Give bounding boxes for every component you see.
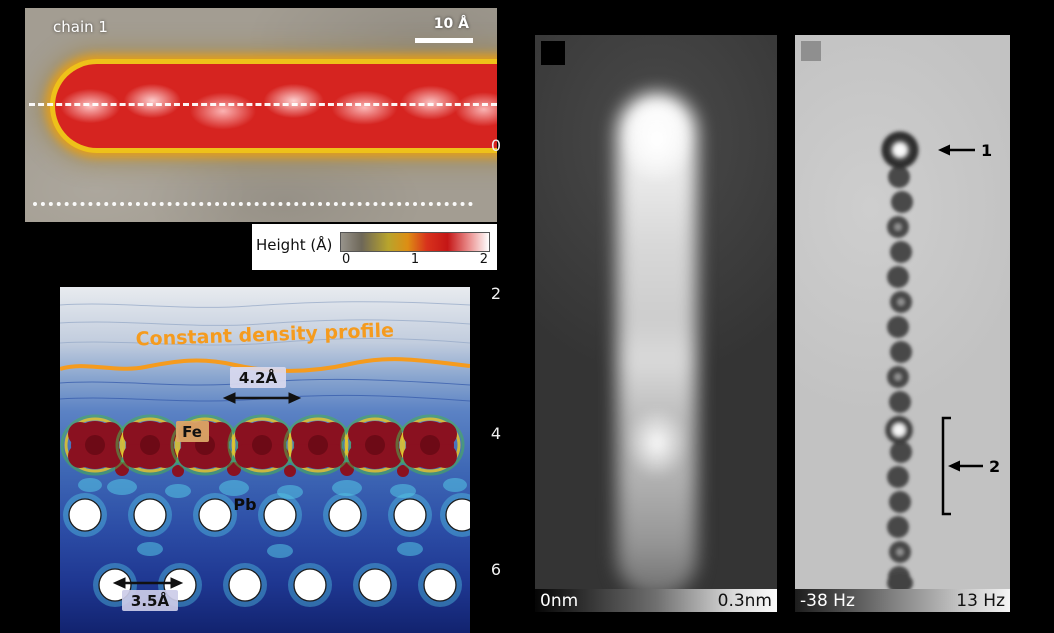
reference-dotted-line <box>33 202 473 206</box>
axis-tick-6: 6 <box>490 560 502 579</box>
arrow-left-icon <box>948 460 960 472</box>
chain-label: chain 1 <box>53 18 108 36</box>
density-contour-panel: Constant density profile <box>60 287 470 633</box>
height-scale-strip: 0nm 0.3nm <box>535 589 777 612</box>
colorbar-label: Height (Å) <box>256 236 333 254</box>
panel-corner-marker <box>541 41 565 65</box>
chain-beads <box>880 130 920 589</box>
scalebar-label: 10 Å <box>433 16 469 32</box>
top-distance-label-bg <box>230 367 286 388</box>
contour-lines-top <box>60 301 470 346</box>
arrow-left-icon <box>938 144 950 156</box>
afm-frequency-panel: 1 2 -38 Hz 13 Hz <box>795 35 1010 612</box>
top-distance-arrow-icon <box>222 392 302 404</box>
frequency-scale-max: 13 Hz <box>956 590 1005 611</box>
axis-tick-0: 0 <box>490 136 502 155</box>
bottom-distance-label: 3.5Å <box>131 591 170 610</box>
afm-chain-graphic: 1 2 <box>880 130 1000 589</box>
bottom-distance-arrow-icon <box>112 577 184 589</box>
colorbar-gradient <box>340 232 490 252</box>
marker-2-label: 2 <box>989 457 1000 476</box>
cyan-contour-patches <box>78 478 467 558</box>
atomic-chain-image <box>55 64 497 148</box>
axis-tick-2: 2 <box>490 284 502 303</box>
fe-label-bg <box>176 421 209 442</box>
frequency-scale-strip: -38 Hz 13 Hz <box>795 589 1010 612</box>
axis-tick-4: 4 <box>490 424 502 443</box>
height-scale-max: 0.3nm <box>717 590 772 611</box>
colorbar-tick-1: 1 <box>410 252 420 267</box>
stm-topograph-panel: chain 1 10 Å <box>25 8 497 222</box>
top-distance-label: 4.2Å <box>239 368 278 387</box>
chain-highlights <box>55 64 497 148</box>
frequency-scale-min: -38 Hz <box>800 590 855 611</box>
chain-mid-bright-spot <box>627 407 687 479</box>
atom-1-bright-spot <box>880 130 920 170</box>
atom-2-bright-spot <box>884 415 914 445</box>
colorbar-tick-2: 2 <box>479 252 488 267</box>
panel-corner-marker <box>801 41 821 61</box>
height-colorbar: Height (Å) 0 1 2 <box>252 224 497 270</box>
marker-2-bracket <box>941 416 951 516</box>
marker-1: 1 <box>938 141 992 160</box>
constant-density-profile-line <box>60 357 470 373</box>
scalebar <box>415 38 473 43</box>
colorbar-ticks: 0 1 2 <box>338 252 492 267</box>
profile-dashed-line <box>29 103 497 106</box>
marker-2: 2 <box>948 457 1000 476</box>
marker-1-label: 1 <box>981 141 992 160</box>
chain-top-bright-spot <box>621 95 693 185</box>
height-scale-min: 0nm <box>540 590 579 611</box>
stm-height-panel: 0nm 0.3nm <box>535 35 777 612</box>
pb-label: Pb <box>233 495 256 514</box>
colorbar-tick-0: 0 <box>342 252 351 267</box>
bottom-distance-label-bg <box>122 590 178 611</box>
fe-label: Fe <box>182 423 202 441</box>
